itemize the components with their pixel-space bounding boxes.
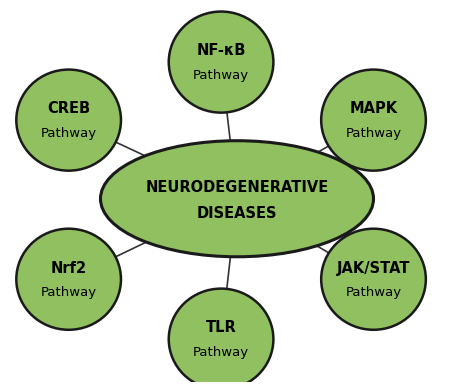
Ellipse shape: [321, 69, 426, 171]
Ellipse shape: [321, 229, 426, 330]
Text: Pathway: Pathway: [41, 286, 97, 299]
Ellipse shape: [100, 141, 374, 257]
Ellipse shape: [16, 69, 121, 171]
Text: CREB: CREB: [47, 101, 90, 116]
Ellipse shape: [169, 289, 273, 390]
Text: Pathway: Pathway: [193, 346, 249, 359]
Text: Nrf2: Nrf2: [51, 261, 87, 275]
Text: JAK/STAT: JAK/STAT: [337, 261, 410, 275]
Ellipse shape: [16, 229, 121, 330]
Text: DISEASES: DISEASES: [197, 206, 277, 221]
Text: MAPK: MAPK: [349, 101, 398, 116]
Text: Pathway: Pathway: [193, 69, 249, 82]
Text: Pathway: Pathway: [346, 127, 401, 140]
Text: Pathway: Pathway: [346, 286, 401, 299]
Text: Pathway: Pathway: [41, 127, 97, 140]
Text: NF-κB: NF-κB: [196, 43, 246, 58]
Text: NEURODEGENERATIVE: NEURODEGENERATIVE: [146, 180, 328, 195]
Ellipse shape: [169, 12, 273, 113]
Text: TLR: TLR: [206, 321, 237, 335]
